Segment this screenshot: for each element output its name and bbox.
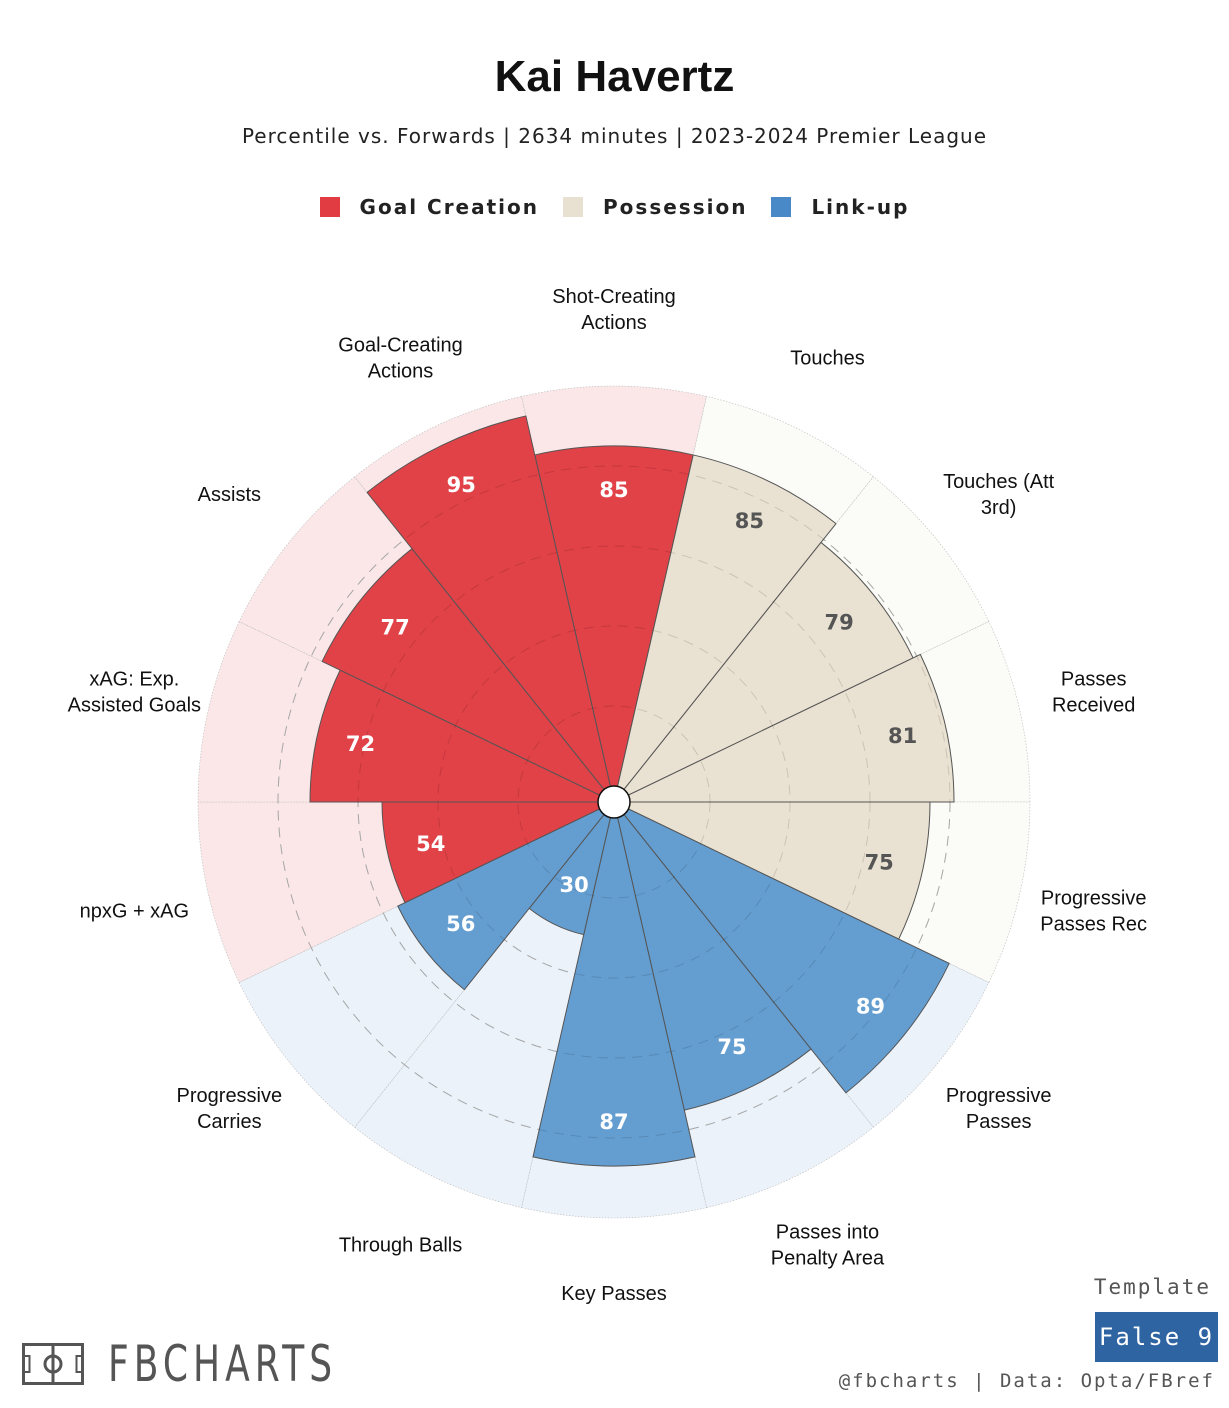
category-label: Touches (790, 348, 865, 370)
category-label: Progressive (177, 1085, 283, 1107)
category-label: Penalty Area (771, 1247, 885, 1269)
legend-swatch-possession (563, 197, 584, 217)
category-label: Passes (966, 1111, 1032, 1133)
legend-swatch-link-up (771, 197, 792, 217)
category-label: Touches (Att (943, 471, 1055, 493)
value-label: 85 (735, 509, 764, 533)
pitch-icon (22, 1343, 84, 1385)
category-label: Shot-Creating (552, 286, 675, 308)
grid-ring-overlay (517, 705, 711, 899)
template-label: Template (1093, 1275, 1211, 1299)
legend-label-link-up: Link-up (811, 195, 910, 219)
category-label: Assists (198, 484, 261, 506)
value-label: 89 (856, 995, 885, 1019)
legend-label-possession: Possession (603, 195, 748, 219)
template-badge: False 9 (1095, 1312, 1218, 1362)
category-label: Actions (581, 312, 647, 334)
chart-subtitle: Percentile vs. Forwards | 2634 minutes |… (241, 124, 988, 148)
legend-swatch-goal-creation (319, 197, 340, 217)
logo-text: FBCHARTS (108, 1335, 338, 1393)
value-label: 77 (380, 615, 409, 639)
category-label: Key Passes (561, 1283, 667, 1305)
grid-ring-overlay (437, 625, 791, 979)
chart-title: Kai Havertz (494, 52, 735, 101)
value-label: 56 (446, 912, 475, 936)
value-label: 75 (717, 1035, 746, 1059)
value-label: 95 (447, 473, 476, 497)
value-label: 85 (599, 478, 628, 502)
legend: Goal Creation Possession Link-up (0, 195, 1229, 219)
legend-item-goal-creation: Goal Creation (319, 195, 540, 219)
category-label: Received (1052, 695, 1135, 717)
category-label: Passes into (776, 1221, 879, 1243)
legend-item-possession: Possession (563, 195, 747, 219)
category-label: Progressive (946, 1085, 1052, 1107)
value-label: 72 (346, 732, 375, 756)
category-label: xAG: Exp. (89, 669, 179, 691)
category-label: 3rd) (981, 497, 1017, 519)
data-credit: @fbcharts | Data: Opta/FBref (838, 1370, 1215, 1392)
value-label: 87 (599, 1110, 628, 1134)
category-label: Passes Rec (1040, 913, 1147, 935)
grid-ring-overlay (357, 545, 871, 1059)
fbcharts-logo: FBCHARTS (22, 1335, 426, 1393)
value-label: 30 (559, 873, 588, 897)
grid-ring-overlay (277, 465, 951, 1139)
legend-item-link-up: Link-up (771, 195, 909, 219)
value-label: 81 (888, 724, 917, 748)
category-label: Passes (1061, 669, 1127, 691)
category-label: Goal-Creating (338, 335, 463, 357)
category-label: Progressive (1041, 887, 1147, 909)
category-label: npxG + xAG (80, 900, 190, 922)
category-label: Carries (197, 1111, 261, 1133)
value-label: 75 (865, 851, 894, 875)
category-label: Actions (368, 361, 434, 383)
center-circle (597, 785, 631, 819)
value-label: 79 (825, 610, 854, 634)
category-label: Assisted Goals (68, 695, 201, 717)
value-label: 54 (416, 832, 445, 856)
category-label: Through Balls (339, 1234, 462, 1256)
legend-label-goal-creation: Goal Creation (359, 195, 540, 219)
